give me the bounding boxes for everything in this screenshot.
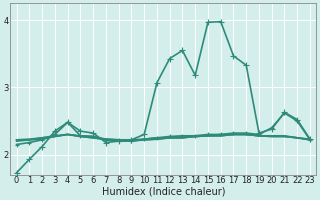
X-axis label: Humidex (Indice chaleur): Humidex (Indice chaleur) — [101, 187, 225, 197]
